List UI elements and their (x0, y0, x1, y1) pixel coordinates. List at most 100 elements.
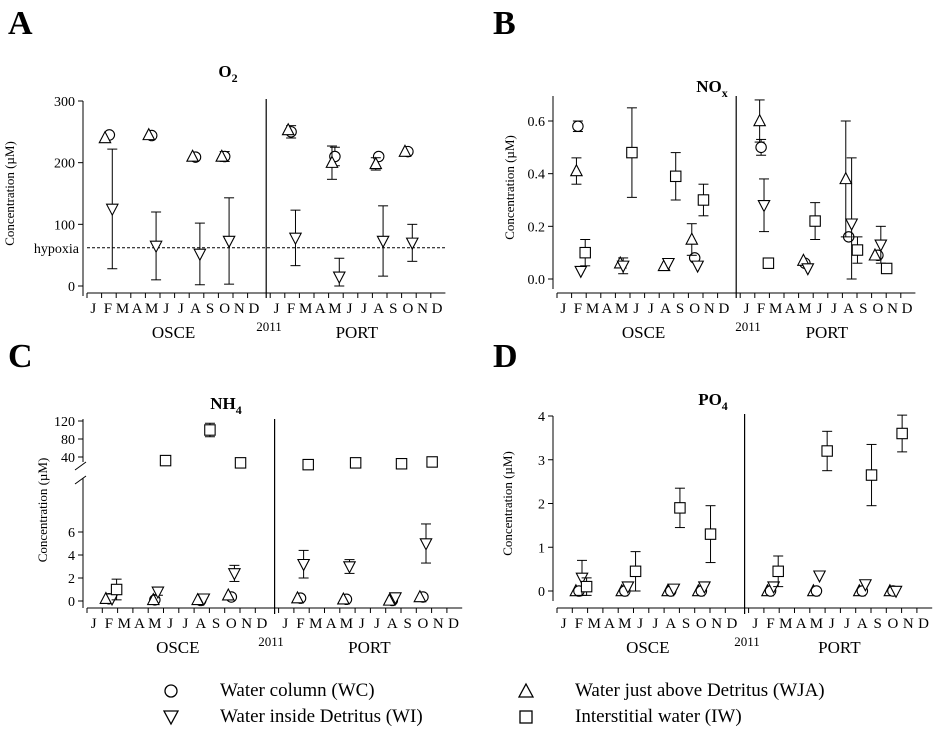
legend-item-iw: Interstitial water (IW) (515, 706, 742, 728)
data-point-triangle-up-c (221, 587, 235, 601)
month-label-c: J (183, 616, 189, 632)
month-label-b: A (660, 301, 671, 317)
data-point-square-d (704, 528, 717, 540)
month-label-b: D (902, 301, 913, 317)
month-label-b: M (798, 301, 811, 317)
month-label-a: D (248, 301, 259, 317)
month-label-a: J (347, 301, 353, 317)
month-label-d: O (696, 616, 707, 632)
month-label-a: N (417, 301, 428, 317)
site-label-port-a: PORT (336, 323, 379, 342)
month-label-d: S (873, 616, 881, 632)
data-point-triangle-down-b (801, 263, 815, 276)
data-point-circle-d (810, 585, 823, 597)
month-label-a: N (234, 301, 245, 317)
y-tick-label-c: 6 (68, 526, 75, 541)
data-point-triangle-down-d (889, 585, 903, 599)
data-point-triangle-down-b (845, 218, 859, 232)
panel-title-c: NH4 (210, 394, 242, 417)
panel-letter-d: D (493, 338, 518, 375)
month-label-d: J (844, 616, 850, 632)
data-point-triangle-down-b (874, 239, 888, 253)
data-point-triangle-down-b (757, 200, 771, 213)
data-point-triangle-down-d (667, 583, 681, 597)
data-point-triangle-up-b (685, 232, 699, 245)
data-point-triangle-up-a (215, 149, 229, 162)
hypoxia-label: hypoxia (34, 242, 80, 257)
data-point-triangle-up-a (142, 127, 156, 141)
month-label-b: J (744, 301, 750, 317)
data-point-triangle-up-a (98, 130, 112, 144)
month-label-b: S (859, 301, 867, 317)
month-label-d: J (653, 616, 659, 632)
y-axis-label-d: Concentration (µM) (500, 451, 515, 556)
month-label-c: O (226, 616, 237, 632)
legend-label-wi: Water inside Detritus (WI) (220, 706, 423, 727)
data-point-square-c (110, 583, 123, 596)
y-tick-label-a: 200 (54, 157, 75, 172)
data-point-triangle-up-b (839, 171, 853, 185)
y-tick-label-c: 120 (54, 415, 75, 430)
month-label-a: A (315, 301, 326, 317)
data-point-triangle-up-a (398, 144, 412, 157)
data-point-triangle-up-c (413, 589, 427, 603)
month-label-c: N (433, 616, 444, 632)
month-label-a: D (432, 301, 443, 317)
data-point-triangle-down-c (197, 593, 211, 607)
data-point-square-d (896, 427, 908, 440)
data-point-triangle-up-c (290, 590, 305, 604)
data-point-triangle-down-d (812, 570, 827, 584)
month-label-b: J (648, 301, 654, 317)
axis-break-mark-c (74, 461, 87, 471)
data-point-triangle-down-a (105, 203, 119, 217)
month-label-a: J (361, 301, 367, 317)
axis-break-mark-c (74, 475, 87, 485)
month-label-a: J (90, 301, 96, 317)
month-label-c: M (309, 616, 322, 632)
month-label-c: J (359, 616, 365, 632)
data-point-square-b (626, 146, 638, 159)
data-point-triangle-down-d (621, 581, 635, 595)
data-point-triangle-down-a (193, 248, 207, 262)
data-point-triangle-down-b (661, 257, 676, 271)
y-tick-label-a: 100 (54, 218, 75, 233)
data-point-square-d (865, 469, 878, 481)
y-tick-label-b: 0.4 (528, 168, 546, 183)
month-label-b: A (843, 301, 854, 317)
y-tick-label-d: 4 (538, 410, 545, 425)
year-label-b: 2011 (735, 319, 761, 334)
data-point-triangle-down-c (297, 558, 311, 572)
y-tick-label-b: 0.6 (528, 115, 546, 130)
month-label-b: J (633, 301, 639, 317)
month-label-a: A (190, 301, 201, 317)
legend-item-wja: Water just above Detritus (WJA) (515, 680, 825, 702)
month-label-c: F (296, 616, 304, 632)
y-tick-label-b: 0.0 (528, 273, 546, 288)
data-point-square-c (302, 458, 314, 471)
month-label-d: N (711, 616, 722, 632)
month-label-c: D (257, 616, 268, 632)
data-point-triangle-up-b (569, 163, 584, 177)
data-point-square-c (349, 457, 362, 469)
data-point-square-c (395, 457, 408, 470)
month-label-b: A (602, 301, 613, 317)
month-label-a: F (104, 301, 112, 317)
y-tick-label-c: 40 (61, 451, 75, 466)
panel-letter-c: C (8, 338, 33, 375)
month-label-d: A (604, 616, 615, 632)
data-point-square-b (809, 215, 821, 227)
square-marker-icon (519, 710, 533, 724)
month-label-c: A (387, 616, 398, 632)
data-point-triangle-down-a (149, 240, 163, 254)
month-label-c: M (340, 616, 353, 632)
month-label-d: F (575, 616, 583, 632)
y-tick-label-c: 0 (68, 595, 75, 610)
month-label-d: F (766, 616, 774, 632)
y-tick-label-d: 3 (538, 454, 545, 469)
month-label-d: M (779, 616, 792, 632)
data-point-square-b (851, 244, 864, 256)
panel-letter-b: B (493, 5, 516, 42)
month-label-d: N (903, 616, 914, 632)
month-label-c: D (448, 616, 459, 632)
month-label-d: S (682, 616, 690, 632)
